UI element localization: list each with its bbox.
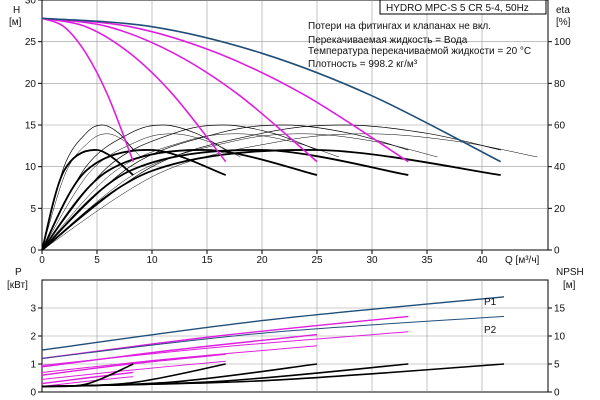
efficiency-axis-label: eta	[556, 5, 570, 16]
tick-label-y-left: 10	[25, 162, 37, 173]
note-density: Плотность = 998.2 кг/м³	[308, 59, 418, 70]
npsh-axis-label: NPSH	[556, 267, 584, 278]
npsh-curve	[41, 363, 505, 388]
power-p1-curve	[41, 333, 318, 368]
tick-label-x: 35	[421, 255, 433, 266]
tick-label-x: 15	[201, 255, 213, 266]
tick-label-y-left: 3	[30, 304, 36, 315]
head-curve	[41, 17, 135, 162]
efficiency-curve-secondary	[41, 133, 340, 251]
power-axis-label: P	[15, 267, 22, 278]
head-curve	[41, 17, 502, 163]
tick-label-y-left: 15	[25, 121, 37, 132]
efficiency-curve	[41, 124, 226, 251]
power-axis-ticks: 0 1 2 3 0 5 10 15	[30, 304, 565, 399]
efficiency-curve-secondary	[41, 133, 438, 251]
tick-label-y-right: 5	[554, 360, 560, 371]
npsh-axis-unit: [м]	[563, 280, 576, 291]
bold-efficiency-curve	[41, 149, 318, 251]
power-p1-curve	[41, 371, 134, 385]
tick-label-y-right: 80	[554, 79, 566, 90]
power-p2-curve	[41, 315, 505, 359]
head-curve	[41, 17, 318, 163]
tick-label-y-left: 25	[25, 37, 37, 48]
tick-label-y-right: 0	[554, 388, 560, 399]
tick-label-x: 5	[94, 255, 100, 266]
tick-label-y-left: 0	[30, 246, 36, 257]
tick-label-y-right: 15	[554, 304, 566, 315]
tick-label-x: 0	[39, 255, 45, 266]
tick-label-x: 20	[256, 255, 268, 266]
tick-label-y-left: 20	[25, 79, 37, 90]
power-axis-unit: [кВт]	[7, 280, 28, 291]
power-p2-curve	[41, 376, 134, 387]
tick-label-y-right: 100	[554, 37, 571, 48]
series-label-p2: P2	[484, 325, 497, 336]
tick-label-y-right: 20	[554, 204, 566, 215]
title-box	[379, 0, 547, 15]
efficiency-axis-unit: [%]	[556, 17, 571, 28]
head-grid	[42, 0, 548, 250]
head-curve	[41, 17, 409, 163]
tick-label-y-right: 10	[554, 332, 566, 343]
power-p2-curve	[41, 345, 318, 373]
head-curve	[41, 17, 227, 163]
power-p1-curve	[41, 296, 505, 351]
bold-efficiency-curve	[41, 149, 134, 251]
tick-label-x: 30	[366, 255, 378, 266]
head-efficiency-panel: 0 5 10 15 20 25 30 35 40 0 5 10 15 20 25 30 0 20 40 60 80 100…	[9, 0, 571, 266]
head-axis-label: H	[13, 5, 20, 16]
tick-label-y-left: 2	[30, 332, 36, 343]
power-p2-curve	[41, 331, 409, 366]
chart-title: HYDRO MPC-S 5 CR 5-4, 50Hz	[386, 3, 529, 14]
note-liquid: Перекачиваемая жидкость = Вода	[308, 35, 468, 46]
power-curves-group	[41, 296, 505, 388]
flow-axis-label: Q [м³/ч]	[505, 255, 540, 266]
series-label-p1: P1	[484, 297, 497, 308]
tick-label-y-right: 60	[554, 121, 566, 132]
efficiency-curve-secondary	[41, 133, 538, 251]
power-p2-curve	[41, 360, 226, 380]
tick-label-y-right: 40	[554, 162, 566, 173]
power-npsh-panel: 0 1 2 3 0 5 10 15 P [кВт] NPSH [м] P1 P2	[7, 267, 584, 399]
power-p1-curve	[41, 353, 226, 376]
tick-label-y-left: 5	[30, 204, 36, 215]
note-fittings: Потери на фитингах и клапанах не вкл.	[308, 20, 491, 32]
bold-efficiency-curve	[41, 149, 409, 251]
tick-label-y-left: 30	[25, 0, 37, 7]
bold-efficiency-curve	[41, 149, 501, 251]
tick-label-y-right: 0	[554, 246, 560, 257]
tick-label-y-left: 1	[30, 360, 36, 371]
tick-label-x: 25	[311, 255, 323, 266]
head-curves-group	[41, 17, 538, 251]
tick-label-y-left: 0	[30, 388, 36, 399]
note-temperature: Температура перекачиваемой жидкости = 20…	[308, 46, 531, 57]
head-axis-unit: [м]	[9, 17, 22, 28]
tick-label-x: 10	[146, 255, 158, 266]
head-axis-ticks: 0 5 10 15 20 25 30 35 40 0 5 10 15 20 25 30 0 20 40 60 80 100	[25, 0, 571, 266]
tick-label-x: 40	[476, 255, 488, 266]
